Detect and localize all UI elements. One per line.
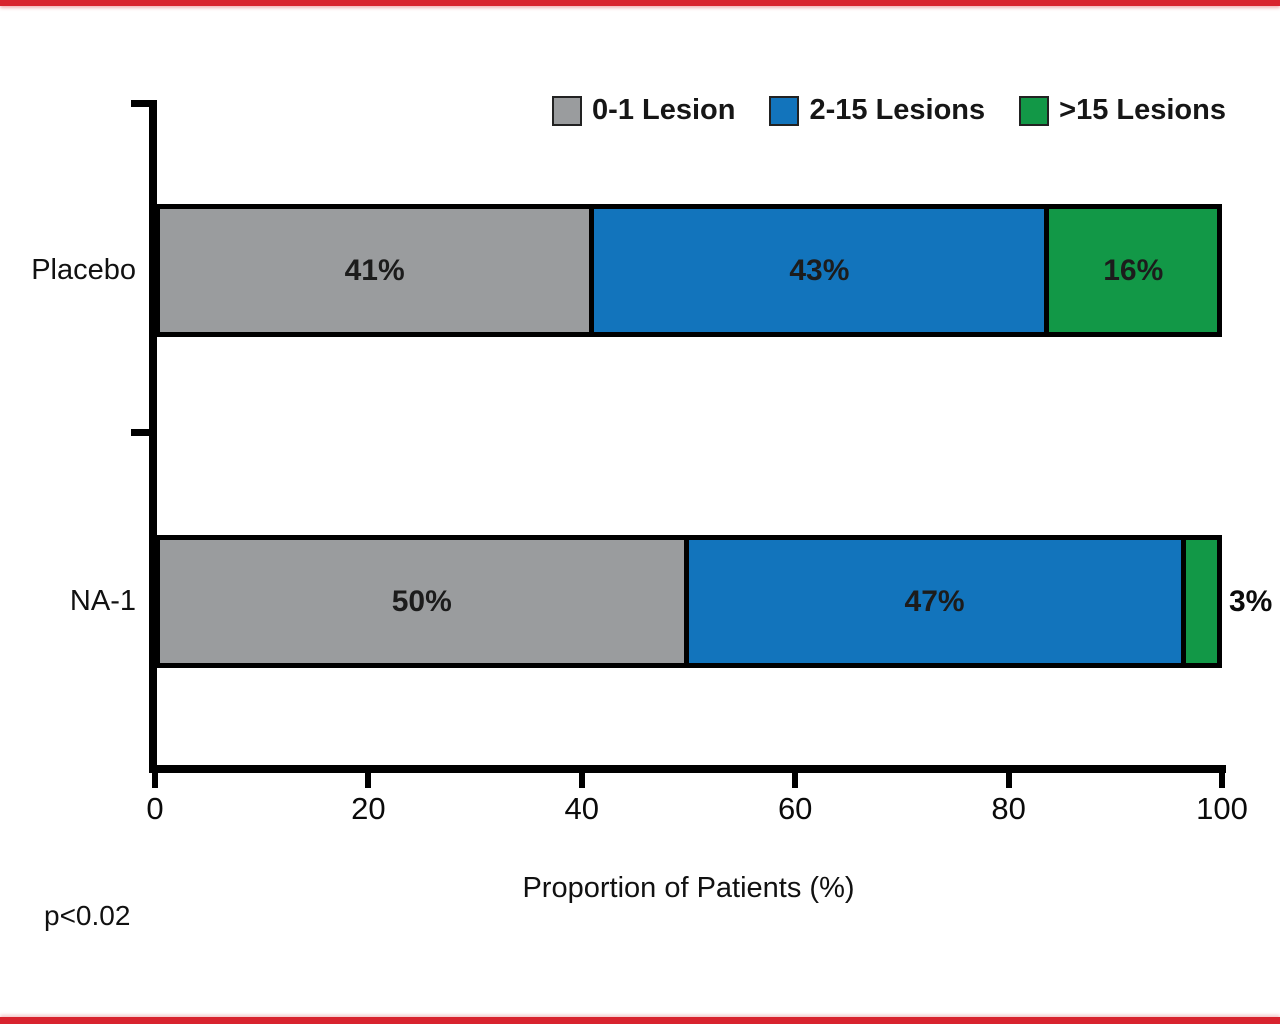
p-value-annotation: p<0.02 [44,900,131,931]
x-axis-title: Proportion of Patients (%) [522,872,855,904]
bar-segment: 47% [688,540,1186,663]
bar-segment: 16% [1049,209,1217,332]
bar-segment: 41% [160,209,595,332]
legend-item: 2-15 Lesions [769,94,985,127]
y-axis-line [149,100,157,773]
bar-na-1: 50% 47% 3% [155,535,1272,668]
x-axis-tick [1219,773,1225,788]
legend-swatch-icon [769,95,800,126]
x-axis-tick [1005,773,1012,788]
x-tick-label: 80 [991,791,1026,826]
x-tick-label: 60 [777,791,813,826]
x-axis-tick [578,773,585,788]
segment-label: 43% [789,253,850,287]
top-red-border [0,0,1280,6]
x-tick-label: 20 [351,791,386,826]
x-axis-tick [792,773,799,788]
legend-item: 0-1 Lesion [552,94,735,127]
outside-segment-label: 3% [1229,584,1273,618]
y-axis-tick [131,100,149,107]
segment-label: 41% [344,253,405,287]
bar-placebo: 41% 43% 16% [155,204,1222,337]
x-tick-label: 0 [146,791,164,826]
x-tick-label: 40 [564,791,600,826]
category-label: Placebo [31,254,136,286]
chart-legend: 0-1 Lesion 2-15 Lesions >15 Lesions [552,94,1226,127]
bar-segment: 50% [160,540,689,663]
bar-segment [1185,540,1217,663]
legend-swatch-icon [1019,95,1050,126]
legend-item-label: 0-1 Lesion [592,94,736,126]
bar-segment: 43% [594,209,1050,332]
x-axis-tick [152,773,158,788]
segment-label: 50% [391,584,452,618]
legend-swatch-icon [552,95,583,126]
legend-item-label: 2-15 Lesions [809,94,986,126]
segment-label: 16% [1103,253,1164,287]
x-tick-label: 100 [1196,791,1248,826]
bottom-red-border [0,1017,1280,1024]
legend-item-label: >15 Lesions [1059,94,1226,126]
category-label: NA-1 [69,585,136,617]
x-axis-line [149,765,1226,773]
y-axis-tick [131,429,149,436]
segment-label: 47% [904,584,965,618]
x-axis-tick [365,773,372,788]
legend-item: >15 Lesions [1019,94,1226,127]
